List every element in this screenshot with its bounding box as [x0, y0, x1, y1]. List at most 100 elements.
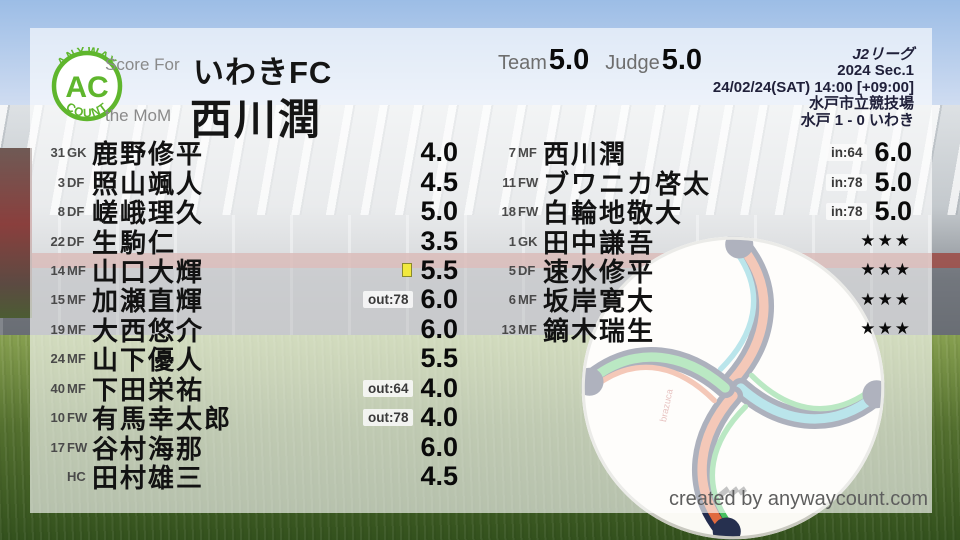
mom-label: the MoM — [105, 106, 172, 125]
player-name: 鏑木瑞生 — [543, 315, 656, 346]
team-score-value: 5.0 — [548, 44, 590, 76]
position-label: FW — [67, 410, 88, 426]
player-name: 生駒仁 — [92, 227, 177, 258]
player-row: 22 DF 生駒仁 3.5 — [30, 225, 458, 258]
rating-value: 5.5 — [420, 343, 458, 374]
venue: 水戸市立競技場 — [808, 95, 914, 113]
position-label: FW — [518, 204, 539, 220]
position-label: HC — [67, 469, 86, 485]
shirt-number: 7 — [508, 145, 516, 161]
position-label: FW — [67, 439, 88, 455]
player-row: 24 MF 山下優人 5.5 — [30, 343, 458, 375]
player-name: 速水修平 — [543, 256, 656, 287]
player-name: 大西悠介 — [92, 315, 205, 346]
position-label: MF — [518, 292, 537, 308]
player-name: 照山颯人 — [92, 168, 205, 199]
position-label: DF — [518, 262, 536, 278]
shirt-number: 14 — [50, 262, 65, 278]
rating-value: 6.0 — [420, 284, 458, 315]
rating-value: 4.0 — [420, 402, 458, 433]
position-label: MF — [67, 351, 86, 367]
rating-value: 6.0 — [420, 431, 458, 462]
player-row: 11 FW ブワニカ啓太 in:78 5.0 — [492, 166, 912, 199]
shirt-number: 8 — [57, 204, 65, 220]
shirt-number: 10 — [50, 410, 65, 426]
position-label: DF — [67, 233, 85, 249]
rating-value: 4.5 — [420, 461, 458, 492]
rating-value: 5.5 — [420, 254, 458, 285]
rating-stars: ★★★ — [860, 231, 912, 251]
player-row: 10 FW 有馬幸太郎 out:78 4.0 — [30, 402, 458, 434]
score-panel-overlay — [30, 28, 932, 513]
substitution-badge: out:78 — [362, 409, 414, 427]
league-name: J2リーグ — [852, 46, 914, 63]
shirt-number: 17 — [50, 439, 65, 455]
judge-score-label: Judge — [605, 52, 660, 74]
season-section: 2024 Sec.1 — [837, 62, 914, 80]
player-row: 14 MF 山口大輝 5.5 — [30, 254, 458, 287]
position-label: MF — [67, 262, 86, 278]
shirt-number: 31 — [50, 145, 65, 161]
position-label: GK — [518, 233, 538, 249]
shirt-number: 40 — [50, 380, 65, 396]
player-row: 1 GK 田中謙吾 ★★★ — [492, 226, 912, 258]
position-label: MF — [67, 380, 86, 396]
player-name: 嵯峨理久 — [92, 198, 205, 229]
player-name: 加瀬直輝 — [92, 286, 205, 317]
position-label: DF — [67, 174, 85, 190]
rating-value: 5.0 — [420, 196, 458, 227]
player-name: 坂岸寛大 — [543, 286, 656, 317]
match-info: J2リーグ 2024 Sec.1 24/02/24(SAT) 14:00 [+0… — [713, 46, 914, 129]
anywaycount-logo: ANYWAY COUNT AC — [51, 47, 123, 122]
player-name: 山下優人 — [92, 345, 205, 376]
shirt-number: 15 — [50, 292, 65, 308]
shirt-number: 18 — [501, 204, 516, 220]
position-label: GK — [67, 145, 87, 161]
player-row: 3 DF 照山颯人 4.5 — [30, 166, 458, 199]
rating-stars: ★★★ — [860, 260, 912, 280]
credit-text: created by anywaycount.com — [668, 488, 928, 510]
shirt-number: 19 — [50, 321, 65, 337]
shirt-number: 1 — [508, 233, 516, 249]
player-row: 6 MF 坂岸寛大 ★★★ — [492, 285, 912, 316]
player-name: 田中謙吾 — [543, 227, 656, 258]
mom-name: 西川潤 — [190, 96, 323, 143]
score-for-label: Score For — [105, 55, 180, 74]
rating-stars: ★★★ — [860, 289, 912, 309]
shirt-number: 24 — [50, 351, 65, 367]
position-label: FW — [518, 174, 539, 190]
score-summary: Team 5.0 Judge 5.0 — [498, 44, 702, 77]
player-name: 鹿野修平 — [92, 139, 205, 170]
rating-value: 4.0 — [420, 137, 458, 168]
player-name: 有馬幸太郎 — [92, 404, 233, 435]
substitution-badge: out:64 — [362, 379, 414, 397]
shirt-number: 3 — [57, 174, 65, 190]
player-row: 5 DF 速水修平 ★★★ — [492, 256, 912, 287]
player-row: 40 MF 下田栄祐 out:64 4.0 — [30, 373, 458, 405]
rating-value: 6.0 — [874, 137, 912, 168]
rating-value: 3.5 — [420, 225, 458, 256]
player-name: ブワニカ啓太 — [543, 168, 712, 199]
substitution-badge: in:78 — [825, 173, 868, 191]
player-name: 白輪地敬大 — [543, 198, 684, 229]
team-score-label: Team — [498, 52, 547, 74]
rating-value: 4.5 — [420, 166, 458, 197]
position-label: MF — [518, 145, 537, 161]
player-row: 18 FW 白輪地敬大 in:78 5.0 — [492, 196, 912, 228]
team-name: いわきFC — [193, 55, 333, 90]
shirt-number: 5 — [508, 262, 516, 278]
judge-score-value: 5.0 — [661, 44, 703, 76]
left-stand-edge — [0, 148, 32, 318]
yellow-card-icon — [402, 263, 413, 278]
substitution-badge: in:64 — [825, 144, 868, 162]
player-name: 下田栄祐 — [92, 374, 205, 405]
player-name: 谷村海那 — [92, 433, 205, 464]
position-label: MF — [518, 321, 537, 337]
shirt-number: 6 — [508, 292, 516, 308]
player-row: 17 FW 谷村海那 6.0 — [30, 431, 458, 464]
substitution-badge: in:78 — [825, 203, 868, 221]
player-row: 31 GK 鹿野修平 4.0 — [30, 137, 458, 169]
rating-value: 5.0 — [874, 166, 912, 197]
svg-text:COUNT: COUNT — [63, 100, 110, 121]
player-row: 19 MF 大西悠介 6.0 — [30, 314, 458, 346]
